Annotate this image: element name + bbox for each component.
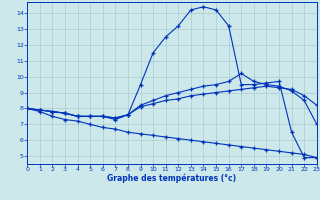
X-axis label: Graphe des températures (°c): Graphe des températures (°c) [108, 174, 236, 183]
